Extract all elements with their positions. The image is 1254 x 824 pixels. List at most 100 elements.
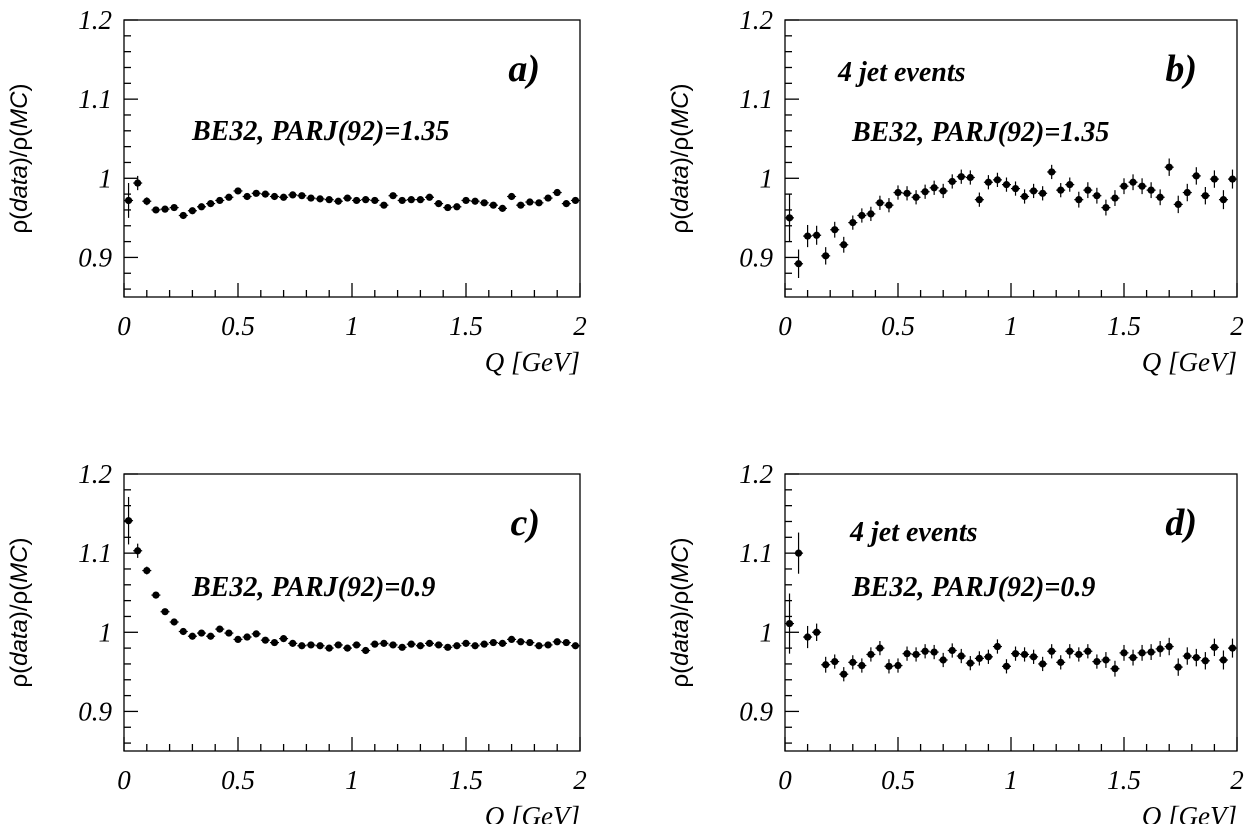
data-point	[1192, 654, 1200, 662]
data-point	[948, 177, 956, 186]
data-point	[517, 201, 525, 209]
data-point	[143, 197, 151, 205]
data-point	[885, 662, 893, 670]
data-point	[234, 187, 242, 195]
data-point	[243, 192, 251, 201]
data-point	[966, 659, 974, 667]
x-tick-label: 1.5	[1107, 765, 1141, 795]
data-point	[380, 639, 388, 647]
data-point	[930, 648, 938, 656]
data-point	[822, 252, 830, 260]
annotation: BE32, PARJ(92)=0.9	[851, 572, 1095, 603]
data-point	[316, 195, 324, 203]
y-tick-label: 1.2	[78, 459, 112, 489]
data-point	[1183, 188, 1191, 197]
x-axis-label: Q [GeV]	[1142, 801, 1237, 824]
data-point	[1066, 647, 1074, 655]
data-point	[903, 189, 911, 197]
data-point	[325, 196, 333, 204]
data-point	[876, 199, 884, 207]
data-point	[1228, 644, 1237, 652]
data-point	[216, 196, 224, 205]
data-point	[407, 640, 415, 648]
y-tick-label: 1.1	[739, 84, 773, 114]
data-point	[1183, 652, 1191, 660]
data-point	[425, 639, 434, 647]
data-point	[161, 205, 169, 213]
annotation: BE32, PARJ(92)=1.35	[191, 116, 449, 147]
data-point	[794, 549, 803, 557]
annotation: BE32, PARJ(92)=1.35	[851, 117, 1109, 148]
data-point	[804, 633, 812, 641]
data-point	[939, 656, 947, 664]
data-point	[444, 203, 452, 212]
data-point	[453, 203, 461, 211]
data-point	[462, 196, 470, 205]
data-point	[804, 232, 812, 240]
data-point	[785, 619, 794, 628]
data-point	[325, 644, 333, 652]
data-point	[480, 199, 488, 207]
data-point	[1102, 203, 1110, 212]
x-tick-label: 0	[117, 311, 131, 341]
data-point	[471, 642, 479, 650]
data-point	[858, 211, 866, 220]
y-axis-label: ρ(data)/ρ(MC)	[6, 83, 33, 233]
data-point	[416, 196, 424, 204]
data-point	[785, 214, 794, 222]
data-point	[517, 638, 525, 646]
data-point	[289, 639, 297, 647]
data-point	[1093, 192, 1101, 200]
data-point	[1129, 178, 1137, 186]
y-tick-label: 0.9	[78, 696, 112, 726]
y-tick-label: 1	[760, 617, 774, 647]
panel-c: 0 0.5 1 1.5 2 0.9 1 1.1 1.2 Q [GeV] ρ(data)/ρ(MC) c…	[6, 459, 587, 824]
data-point	[1020, 650, 1029, 659]
data-point	[1120, 649, 1128, 657]
data-point	[975, 654, 983, 663]
y-tick-label: 0.9	[739, 696, 773, 726]
data-point	[362, 646, 370, 655]
data-point	[966, 173, 974, 182]
y-tick-label: 1.1	[739, 538, 773, 568]
data-point	[124, 196, 133, 205]
data-point	[435, 200, 443, 208]
data-point	[389, 192, 397, 200]
data-point	[993, 176, 1002, 184]
data-point	[124, 517, 133, 525]
y-tick-label: 1.2	[739, 459, 773, 489]
data-point	[243, 633, 251, 641]
x-tick-label: 1.5	[449, 765, 483, 795]
data-point	[508, 635, 516, 644]
x-tick-label: 1	[1004, 311, 1018, 341]
y-tick-label: 1.1	[78, 84, 112, 114]
annotation: 4 jet events	[849, 517, 978, 548]
data-point	[261, 190, 269, 198]
data-point	[1219, 656, 1228, 664]
data-point	[867, 650, 875, 659]
data-point	[398, 643, 406, 651]
data-point	[912, 650, 920, 659]
y-tick-label: 1.2	[78, 5, 112, 35]
data-point	[1039, 660, 1047, 668]
data-point	[957, 173, 965, 181]
data-point	[939, 187, 947, 195]
data-point	[876, 644, 884, 652]
data-point	[562, 638, 570, 647]
x-tick-label: 2	[573, 765, 587, 795]
x-tick-label: 0.5	[221, 311, 255, 341]
data-point	[571, 196, 580, 205]
data-point	[1165, 642, 1173, 651]
data-point	[1002, 662, 1011, 670]
data-point	[471, 197, 479, 205]
data-point	[252, 189, 260, 197]
data-point	[1111, 665, 1119, 673]
data-point	[453, 642, 461, 650]
data-point	[1201, 192, 1209, 200]
data-point	[535, 199, 543, 207]
data-point	[152, 206, 160, 214]
data-point	[894, 661, 902, 670]
data-point	[562, 200, 570, 208]
y-tick-label: 1	[99, 163, 113, 193]
data-point	[508, 192, 516, 201]
